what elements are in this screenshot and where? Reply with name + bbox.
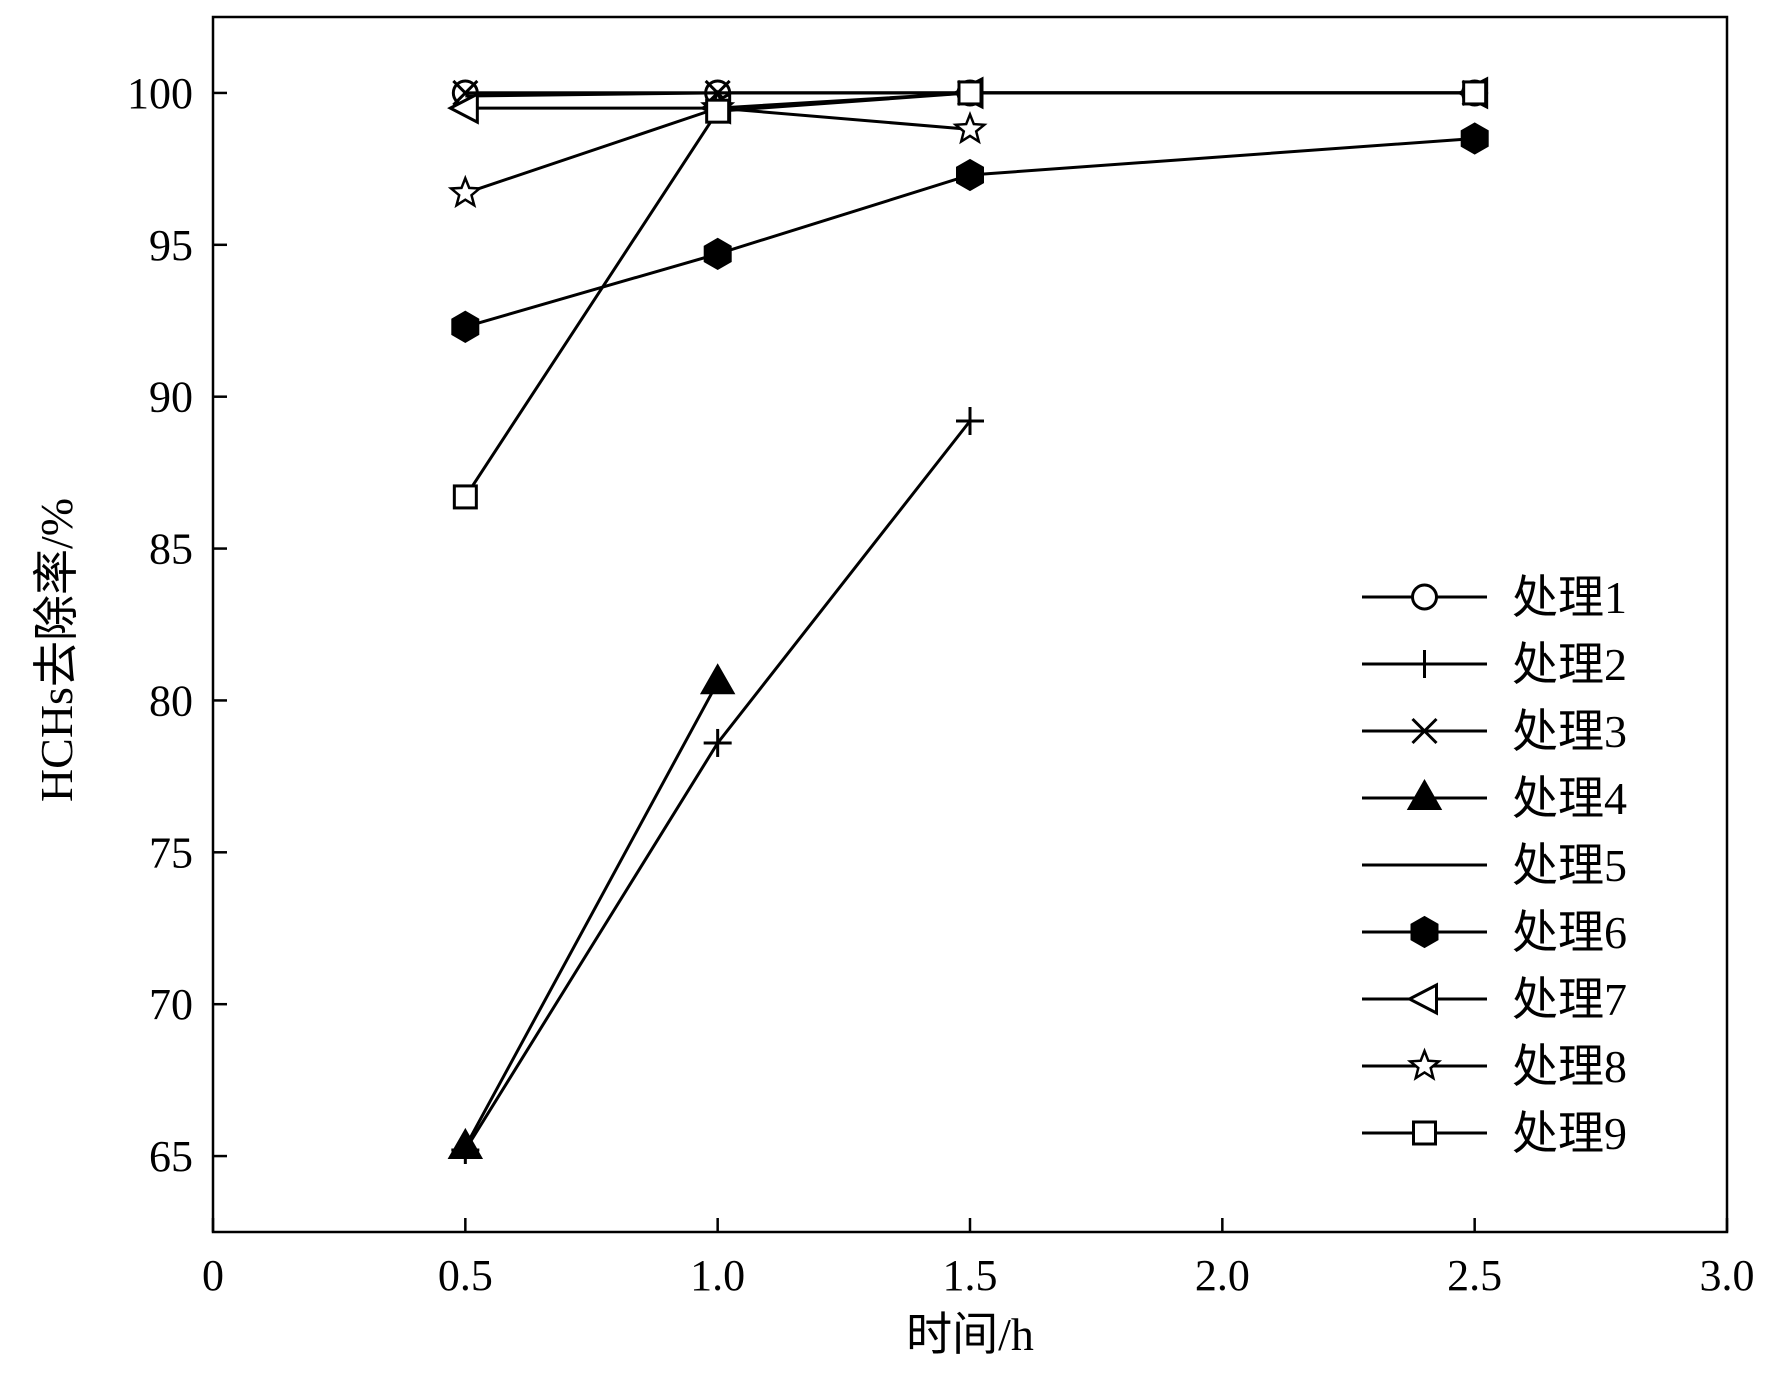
series-2 bbox=[451, 406, 984, 1164]
series-line bbox=[464, 91, 1475, 498]
legend-marker bbox=[1406, 778, 1443, 810]
series-line bbox=[463, 681, 720, 1148]
data-point bbox=[1460, 122, 1489, 155]
legend-marker bbox=[1411, 583, 1438, 611]
data-point bbox=[956, 406, 984, 435]
legend-label: 处理9 bbox=[1512, 1108, 1627, 1159]
y-axis-title: HCHs去除率/% bbox=[31, 498, 82, 802]
data-point bbox=[952, 110, 988, 145]
x-axis-title: 时间/h bbox=[906, 1309, 1034, 1360]
y-tick-label: 80 bbox=[149, 676, 193, 725]
legend-marker bbox=[1410, 915, 1439, 949]
x-tick-label: 1.5 bbox=[943, 1251, 998, 1300]
series-4 bbox=[447, 663, 736, 1159]
y-tick-label: 85 bbox=[149, 525, 193, 574]
data-point bbox=[703, 237, 732, 271]
legend-marker bbox=[1406, 1047, 1443, 1081]
data-point bbox=[447, 174, 483, 209]
legend-item: 处理4 bbox=[1362, 773, 1627, 824]
x-tick-label: 0.5 bbox=[438, 1251, 493, 1300]
data-point bbox=[447, 1127, 484, 1159]
legend-item: 处理8 bbox=[1362, 1041, 1627, 1092]
y-tick-label: 70 bbox=[149, 980, 193, 1029]
legend-item: 处理9 bbox=[1362, 1108, 1627, 1159]
legend-item: 处理3 bbox=[1362, 706, 1627, 757]
legend: 处理1 处理2 处理3 处理4 处理5 处理6 处理7 处理8 处理9 bbox=[1362, 572, 1627, 1159]
y-tick-label: 90 bbox=[149, 373, 193, 422]
axes: 0 0.5 1.0 1.5 2.0 2.5 3.0 65 70 75 80 85 90 95 100 bbox=[127, 15, 1755, 1300]
legend-item: 处理7 bbox=[1362, 974, 1627, 1025]
series-line bbox=[464, 420, 972, 1151]
legend-marker bbox=[1412, 1120, 1437, 1146]
series-line bbox=[464, 137, 1475, 329]
legend-label: 处理5 bbox=[1512, 840, 1627, 891]
data-point bbox=[699, 663, 736, 695]
series-9 bbox=[452, 80, 1488, 510]
legend-label: 处理8 bbox=[1512, 1041, 1627, 1092]
x-tick-label: 2.5 bbox=[1447, 1251, 1502, 1300]
x-b bbox=[452, 79, 479, 106]
y-tick-label: 95 bbox=[149, 221, 193, 270]
x-tick-label: 2.0 bbox=[1195, 1251, 1250, 1300]
data-point bbox=[447, 91, 479, 125]
legend-marker bbox=[1406, 982, 1438, 1016]
legend-label: 处理6 bbox=[1512, 907, 1627, 958]
x-tick-label: 0 bbox=[202, 1251, 224, 1300]
data-point bbox=[705, 98, 731, 124]
plot-frame bbox=[211, 15, 1729, 1234]
legend-item: 处理2 bbox=[1362, 639, 1627, 690]
legend-label: 处理7 bbox=[1512, 974, 1627, 1025]
legend-marker bbox=[1411, 717, 1438, 745]
legend-label: 处理3 bbox=[1512, 706, 1627, 757]
y-tick-label: 65 bbox=[149, 1132, 193, 1181]
data-point bbox=[956, 158, 984, 192]
data-point bbox=[1462, 80, 1488, 106]
legend-label: 处理4 bbox=[1512, 773, 1627, 824]
legend-item: 处理6 bbox=[1362, 907, 1627, 958]
legend-label: 处理2 bbox=[1512, 639, 1627, 690]
data-point bbox=[957, 80, 983, 106]
y-tick-label: 100 bbox=[127, 69, 193, 118]
data-point bbox=[451, 310, 480, 343]
legend-item: 处理5 bbox=[1362, 840, 1627, 891]
data-point bbox=[703, 728, 732, 757]
legend-marker bbox=[1410, 650, 1439, 678]
y-tick-label: 75 bbox=[149, 828, 193, 877]
legend-label: 处理1 bbox=[1512, 572, 1627, 623]
series-6 bbox=[451, 122, 1489, 343]
series-layer bbox=[447, 76, 1489, 1164]
x-tick-label: 3.0 bbox=[1700, 1251, 1755, 1300]
legend-item: 处理1 bbox=[1362, 572, 1627, 623]
x-b bbox=[1411, 717, 1438, 745]
x-tick-label: 1.0 bbox=[690, 1251, 745, 1300]
data-point bbox=[452, 484, 478, 510]
